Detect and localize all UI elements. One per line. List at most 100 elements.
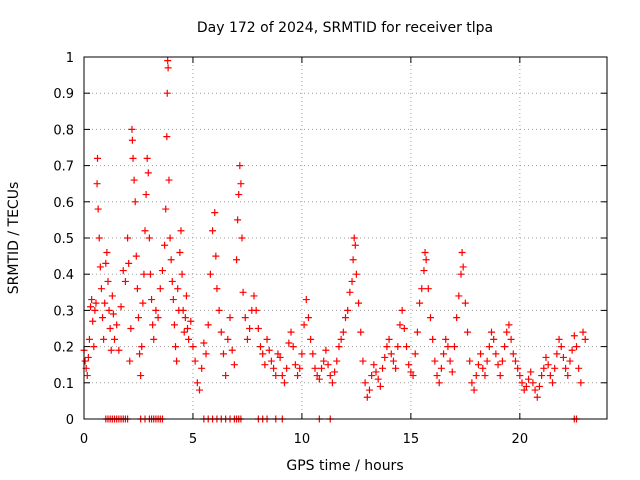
data-point (383, 343, 391, 351)
data-point (142, 191, 150, 199)
data-point (490, 335, 498, 343)
data-point (577, 379, 585, 387)
data-point (174, 285, 182, 293)
data-point (226, 314, 234, 322)
data-point (542, 353, 550, 361)
data-point (172, 343, 180, 351)
data-point (146, 270, 154, 278)
data-point (162, 205, 170, 213)
data-point (164, 57, 172, 65)
data-point (307, 335, 315, 343)
data-point (99, 314, 107, 322)
grid-lines (84, 57, 607, 419)
data-point (398, 306, 406, 314)
data-point (94, 205, 102, 213)
data-point (516, 372, 524, 380)
data-point (285, 339, 293, 347)
data-point (206, 270, 214, 278)
data-point (204, 321, 212, 329)
data-point (450, 343, 458, 351)
data-point (195, 386, 203, 394)
data-point (348, 277, 356, 285)
data-point (181, 314, 189, 322)
y-tick-label: 0 (66, 413, 74, 428)
data-point (169, 296, 177, 304)
data-point (433, 372, 441, 380)
data-point (121, 277, 129, 285)
data-point (546, 372, 554, 380)
data-point (488, 328, 496, 336)
data-point (311, 364, 319, 372)
data-point (257, 343, 265, 351)
x-tick-label: 5 (189, 432, 197, 447)
data-point (163, 133, 171, 141)
y-tick-label: 0.3 (53, 304, 74, 319)
data-point (387, 350, 395, 358)
data-point (105, 306, 113, 314)
x-tick-label: 15 (403, 432, 420, 447)
data-point (165, 176, 173, 184)
data-point (349, 256, 357, 264)
data-point (294, 372, 302, 380)
data-point (379, 364, 387, 372)
data-point (131, 198, 139, 206)
data-point (130, 176, 138, 184)
data-point (217, 328, 225, 336)
data-point (470, 386, 478, 394)
data-point (322, 346, 330, 354)
data-point (309, 350, 317, 358)
data-point (496, 372, 504, 380)
data-point (389, 357, 397, 365)
data-point (259, 350, 267, 358)
data-point (420, 267, 428, 275)
data-point (150, 335, 158, 343)
data-point (326, 372, 334, 380)
data-point (127, 325, 135, 332)
data-point (81, 357, 89, 365)
data-point (222, 372, 230, 380)
data-point (355, 299, 363, 307)
data-point (166, 234, 174, 242)
data-point (494, 361, 502, 369)
y-tick-label: 0.6 (53, 196, 74, 211)
data-point (421, 248, 429, 256)
data-point (237, 180, 245, 188)
data-point (111, 335, 119, 343)
data-point (276, 353, 284, 361)
data-point (581, 335, 589, 343)
data-point (553, 350, 561, 358)
data-point (468, 379, 476, 387)
data-point (549, 379, 557, 387)
data-point (444, 343, 452, 351)
data-point (95, 234, 103, 242)
data-point (357, 328, 365, 336)
data-point (337, 335, 345, 343)
data-point (304, 314, 312, 322)
data-point (370, 361, 378, 369)
data-point (350, 234, 358, 242)
data-point (342, 314, 349, 322)
data-point (551, 364, 559, 372)
data-point (511, 357, 519, 365)
data-point (335, 343, 343, 351)
data-point (566, 357, 574, 365)
data-point (263, 335, 271, 343)
data-point (394, 343, 402, 351)
data-point (557, 343, 565, 351)
data-point (187, 317, 195, 325)
data-point (300, 321, 308, 329)
data-point (381, 353, 389, 361)
y-tick-label: 0.7 (53, 160, 74, 175)
data-point (185, 335, 193, 343)
data-point (117, 303, 125, 311)
data-point (219, 350, 227, 358)
data-point (124, 234, 132, 242)
data-point (179, 306, 187, 314)
data-point (280, 379, 288, 387)
y-tick-label: 0.1 (53, 377, 74, 392)
data-point (442, 335, 450, 343)
data-point (405, 361, 413, 369)
data-point (278, 372, 286, 380)
data-point (164, 64, 172, 72)
data-point (416, 299, 424, 307)
